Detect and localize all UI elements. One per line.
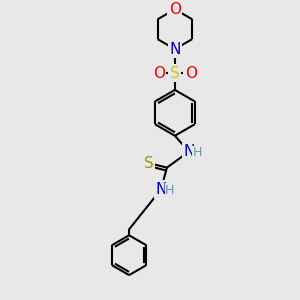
Text: S: S	[144, 156, 154, 171]
Text: N: N	[155, 182, 167, 197]
Text: H: H	[165, 184, 175, 197]
Text: O: O	[153, 65, 165, 80]
Text: N: N	[169, 42, 181, 57]
Text: N: N	[183, 144, 194, 159]
Text: O: O	[169, 2, 181, 17]
Text: H: H	[193, 146, 203, 159]
Text: O: O	[185, 65, 197, 80]
Text: S: S	[170, 65, 180, 80]
